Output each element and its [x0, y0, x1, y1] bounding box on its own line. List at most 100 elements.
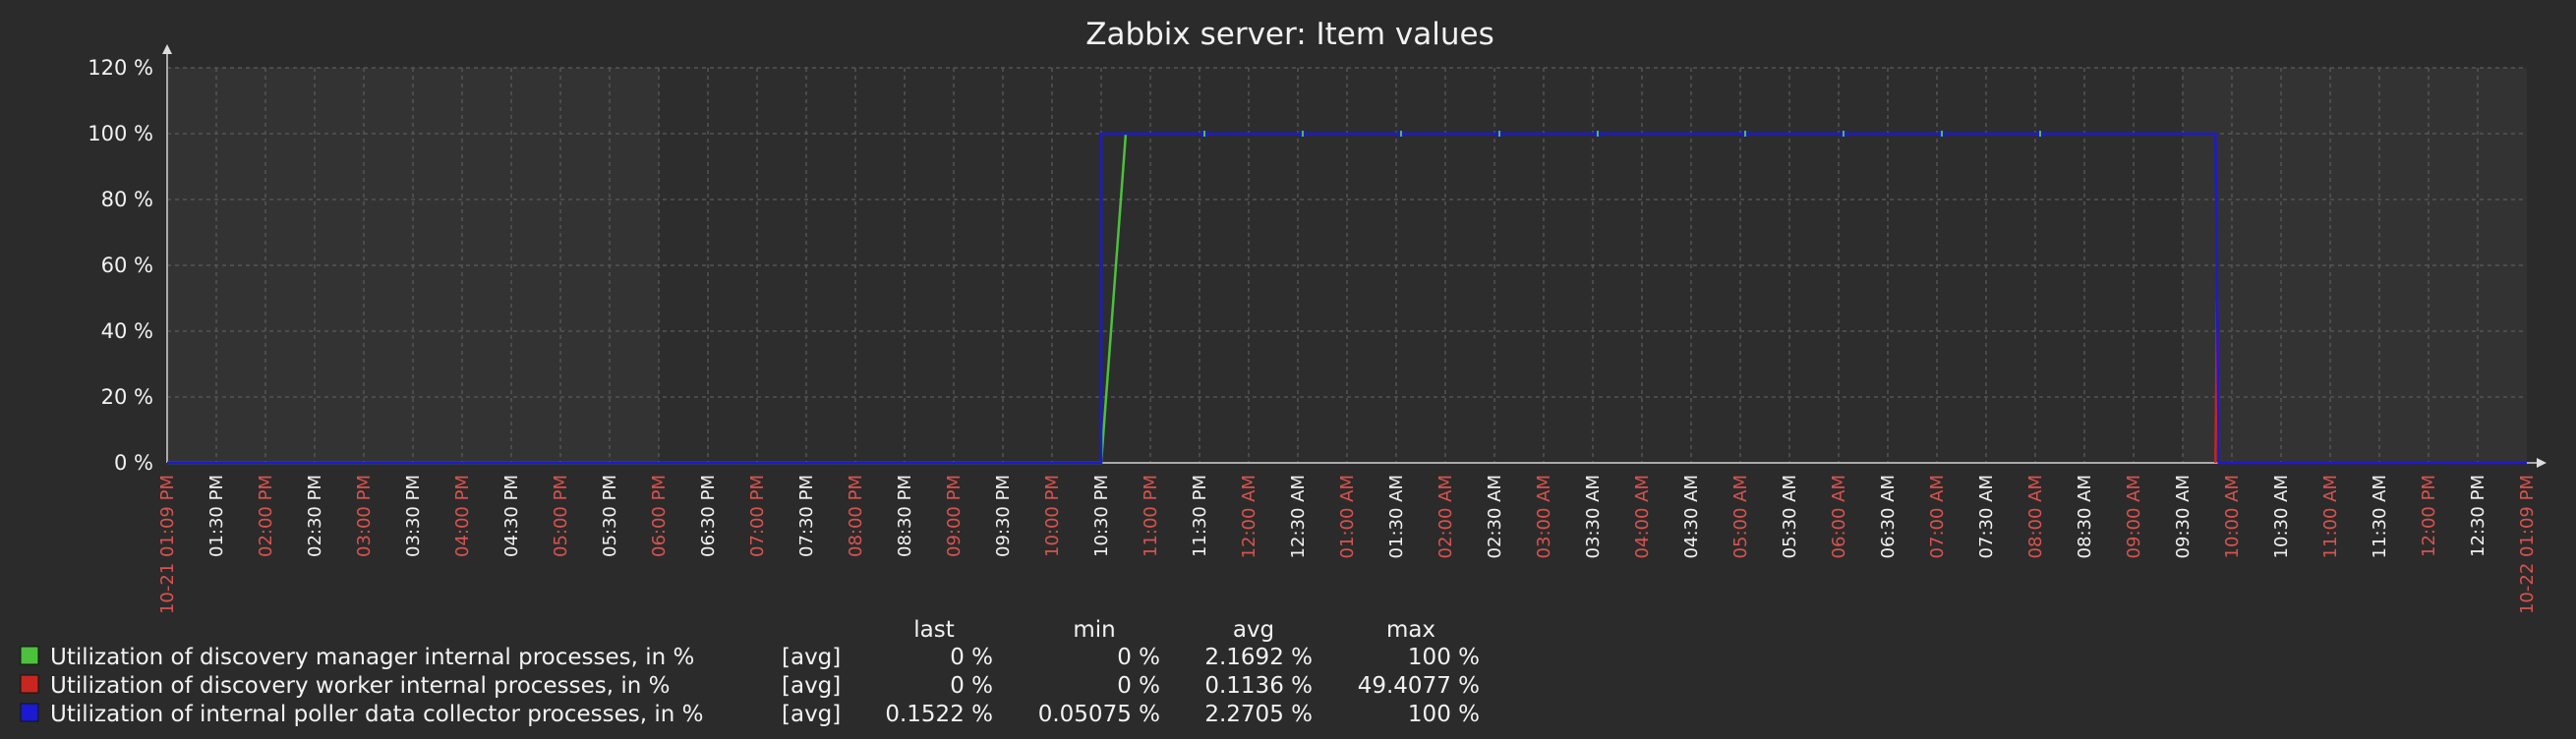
x-tick-label: 12:30 AM [1288, 475, 1309, 558]
x-tick-label: 05:00 PM [551, 475, 571, 557]
legend-series-name: Utilization of internal poller data coll… [50, 702, 704, 727]
x-tick-label: 10:00 AM [2222, 475, 2243, 558]
legend-header-min: min [1073, 617, 1115, 643]
x-tick-label: 09:30 PM [993, 475, 1014, 557]
legend-value-min: 0 % [1117, 645, 1160, 670]
x-tick-label: 06:00 PM [649, 475, 670, 557]
x-tick-label: 05:00 AM [1730, 475, 1751, 558]
legend-value-last: 0 % [950, 673, 993, 699]
legend-swatch [20, 703, 39, 722]
y-axis-arrow [162, 44, 172, 54]
series-1-marker [1744, 131, 1746, 137]
legend-series-name: Utilization of discovery manager interna… [50, 645, 694, 670]
y-tick-label: 120 % [88, 56, 153, 80]
legend-row: Utilization of internal poller data coll… [20, 702, 1480, 727]
legend-value-last: 0 % [950, 645, 993, 670]
y-tick-label: 80 % [101, 188, 153, 211]
legend-function: [avg] [782, 673, 841, 699]
x-tick-label: 01:30 PM [206, 475, 227, 557]
legend-header-avg: avg [1233, 617, 1274, 643]
x-tick-label: 09:30 AM [2173, 475, 2194, 558]
x-tick-label: 03:00 PM [354, 475, 375, 557]
y-tick-label: 60 % [101, 254, 153, 277]
series-1-marker [1941, 131, 1943, 137]
x-axis-arrow [2537, 458, 2547, 468]
legend-swatch [20, 674, 39, 694]
y-tick-label: 0 % [114, 451, 153, 475]
x-tick-label: 05:30 PM [600, 475, 620, 557]
x-tick-label: 11:30 PM [1190, 475, 1210, 557]
x-tick-label: 06:30 AM [1878, 475, 1899, 558]
series-1-marker [1400, 131, 1402, 137]
x-tick-label: 06:30 PM [698, 475, 719, 557]
x-tick-label: 04:00 AM [1632, 475, 1653, 558]
series-1-marker [1498, 131, 1500, 137]
x-tick-label: 03:30 AM [1583, 475, 1604, 558]
x-tick-label: 12:00 AM [1239, 475, 1259, 558]
x-tick-label: 04:30 AM [1681, 475, 1702, 558]
x-tick-label: 02:00 AM [1435, 475, 1456, 558]
legend-row: Utilization of discovery manager interna… [20, 645, 1480, 670]
legend-function: [avg] [782, 645, 841, 670]
x-tick-label: 02:00 PM [256, 475, 276, 557]
plot-area: 0 % 20 % 40 % 60 % 80 % 100 % 120 % 10-21 01:09… [88, 44, 2547, 614]
y-tick-label: 100 % [88, 122, 153, 145]
legend-function: [avg] [782, 702, 841, 727]
x-tick-label: 07:00 AM [1927, 475, 1948, 558]
x-tick-label: 10:30 PM [1091, 475, 1112, 557]
x-tick-label: 08:00 AM [2025, 475, 2046, 558]
legend-header-last: last [913, 617, 955, 643]
x-tick-label: 09:00 PM [944, 475, 965, 557]
legend-value-last: 0.1522 % [885, 702, 993, 727]
x-tick-label: 10:30 AM [2271, 475, 2292, 558]
legend-value-max: 49.4077 % [1358, 673, 1480, 699]
x-tick-label: 04:30 PM [501, 475, 522, 557]
x-tick-label: 02:30 AM [1485, 475, 1505, 558]
series-1-marker [2039, 131, 2041, 137]
x-tick-label: 01:00 AM [1337, 475, 1358, 558]
x-tick-label: 06:00 AM [1829, 475, 1849, 558]
y-tick-label: 40 % [101, 319, 153, 343]
series-1-marker [1597, 131, 1599, 137]
x-tick-label: 12:00 PM [2419, 475, 2439, 557]
y-tick-label: 20 % [101, 385, 153, 409]
x-tick-label: 05:30 AM [1780, 475, 1800, 558]
x-tick-label: 07:00 PM [747, 475, 768, 557]
series-1-marker [1203, 131, 1205, 137]
x-tick-label: 01:30 AM [1386, 475, 1407, 558]
x-tick-label: 08:30 AM [2075, 475, 2095, 558]
x-tick-label: 11:00 AM [2320, 475, 2341, 558]
legend-value-min: 0.05075 % [1038, 702, 1160, 727]
legend-row: Utilization of discovery worker internal… [20, 673, 1480, 699]
x-tick-label: 09:00 AM [2124, 475, 2144, 558]
x-tick-label: 10:00 PM [1042, 475, 1063, 557]
x-tick-label: 03:30 PM [403, 475, 424, 557]
legend-swatch [20, 646, 39, 665]
x-tick-label: 11:00 PM [1141, 475, 1161, 557]
legend-value-avg: 0.1136 % [1204, 673, 1313, 699]
x-tick-label: 10-22 01:09 PM [2517, 475, 2538, 614]
legend-value-max: 100 % [1408, 645, 1480, 670]
x-tick-label: 08:00 PM [846, 475, 866, 557]
legend-series-name: Utilization of discovery worker internal… [50, 673, 670, 699]
x-tick-label: 11:30 AM [2370, 475, 2390, 558]
legend-value-avg: 2.2705 % [1204, 702, 1313, 727]
x-tick-label: 02:30 PM [305, 475, 325, 557]
legend-value-avg: 2.1692 % [1204, 645, 1313, 670]
legend-header-max: max [1386, 617, 1435, 643]
series-1-marker [1302, 131, 1304, 137]
series-1-marker [1843, 131, 1844, 137]
legend: last min avg max Utilization of discovery ma… [20, 617, 1480, 727]
legend-value-max: 100 % [1408, 702, 1480, 727]
x-tick-label: 07:30 AM [1976, 475, 1997, 558]
x-tick-label: 12:30 PM [2468, 475, 2488, 557]
x-tick-label: 08:30 PM [895, 475, 915, 557]
legend-value-min: 0 % [1117, 673, 1160, 699]
x-tick-label: 10-21 01:09 PM [157, 475, 178, 614]
x-tick-label: 07:30 PM [796, 475, 817, 557]
x-tick-label: 04:00 PM [452, 475, 473, 557]
series-line-3 [167, 132, 2527, 465]
chart-title: Zabbix server: Item values [1085, 17, 1494, 52]
x-tick-label: 03:00 AM [1534, 475, 1554, 558]
